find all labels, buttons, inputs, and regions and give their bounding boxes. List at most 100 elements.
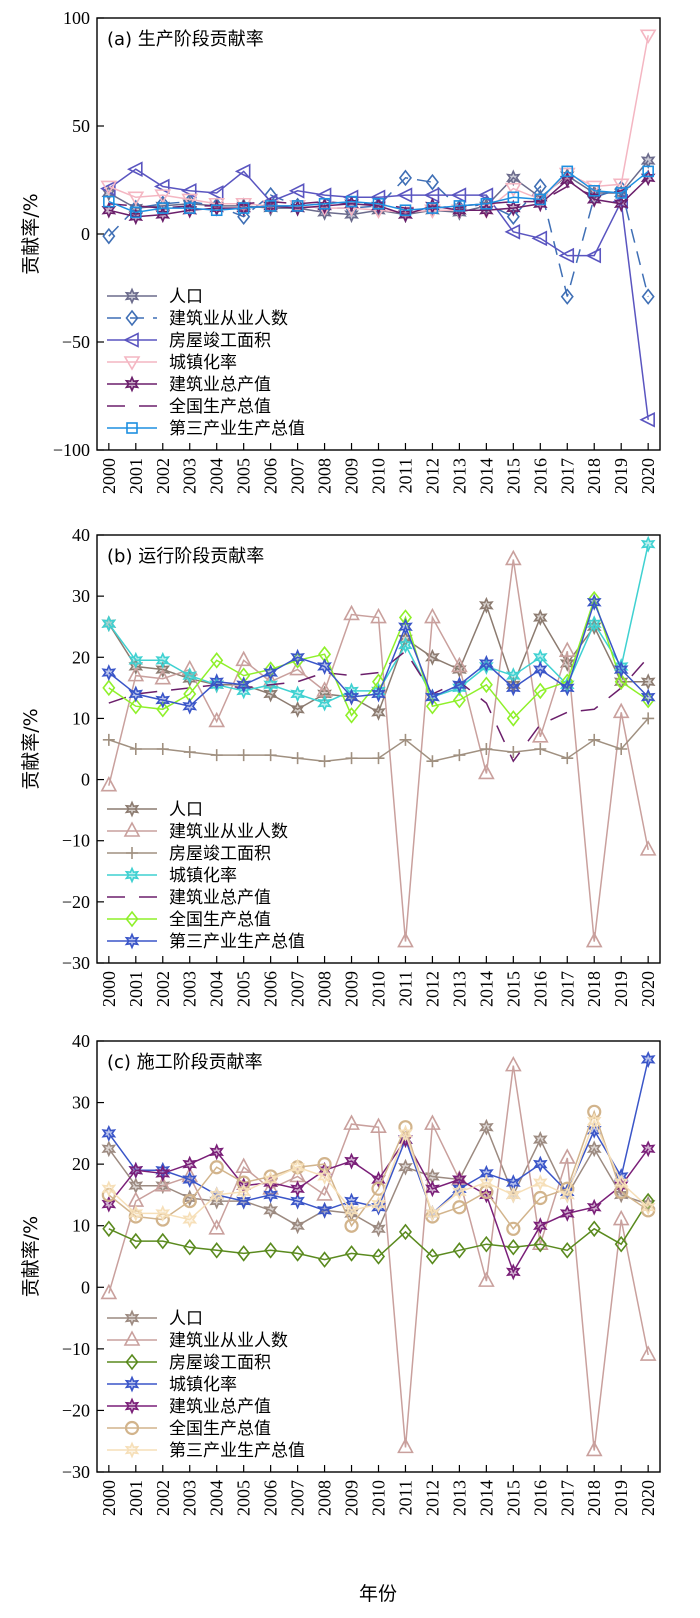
legend-marker bbox=[124, 1420, 140, 1436]
data-point bbox=[506, 1221, 521, 1236]
data-point bbox=[236, 676, 252, 694]
legend-label: 建筑业从业人数 bbox=[169, 1331, 288, 1351]
data-point bbox=[533, 1217, 548, 1235]
chart-panel-3: −30 −20 −10 0 10 20 30 40 2000 2001 2002 2003 2004 20… bbox=[20, 1031, 661, 1516]
data-point bbox=[156, 195, 170, 213]
data-point bbox=[559, 1186, 575, 1204]
data-point bbox=[451, 656, 468, 673]
data-point bbox=[533, 1155, 548, 1173]
data-point bbox=[478, 596, 494, 614]
legend-label: 第三产业生产总值 bbox=[169, 419, 305, 439]
data-point bbox=[453, 200, 466, 212]
x-tick-label: 2017 bbox=[557, 458, 577, 494]
data-point bbox=[560, 288, 574, 305]
x-tick-label: 2005 bbox=[234, 1480, 254, 1516]
legend-marker bbox=[124, 1441, 140, 1459]
data-point bbox=[559, 679, 575, 697]
x-tick-label: 2014 bbox=[476, 458, 496, 494]
data-point bbox=[372, 197, 385, 210]
data-point bbox=[181, 1166, 199, 1183]
legend-marker bbox=[124, 800, 140, 818]
y-axis-title: 贡献率/% bbox=[20, 193, 42, 274]
y-tick-label: −20 bbox=[62, 1400, 90, 1420]
legend-label: 城镇化率 bbox=[169, 1375, 237, 1395]
data-point bbox=[612, 178, 630, 193]
y-tick-label: −10 bbox=[62, 831, 90, 851]
series-line bbox=[108, 1200, 649, 1261]
legend-entry: 全国生产总值 bbox=[107, 910, 271, 930]
legend-label: 房屋竣工面积 bbox=[169, 331, 271, 351]
data-point bbox=[640, 535, 656, 553]
data-point bbox=[264, 1242, 278, 1259]
data-point bbox=[505, 1263, 521, 1281]
x-tick-label: 2000 bbox=[99, 1480, 119, 1516]
y-axis-title: 贡献率/% bbox=[20, 1216, 42, 1297]
x-tick-label: 2020 bbox=[638, 971, 658, 1007]
data-point bbox=[398, 1124, 413, 1142]
legend-entry: 人口 bbox=[107, 800, 203, 820]
legend-label: 房屋竣工面积 bbox=[169, 844, 271, 864]
data-point bbox=[505, 199, 521, 217]
data-point bbox=[478, 658, 494, 675]
data-point bbox=[399, 204, 412, 217]
data-point bbox=[343, 604, 360, 621]
x-tick-label: 2011 bbox=[395, 1480, 415, 1515]
data-point bbox=[615, 743, 628, 755]
data-point bbox=[560, 1242, 574, 1259]
data-point bbox=[586, 1112, 602, 1130]
x-tick-label: 2017 bbox=[557, 1480, 577, 1516]
legend-label: 人口 bbox=[169, 287, 203, 307]
data-point bbox=[397, 1437, 414, 1454]
data-point bbox=[424, 607, 441, 624]
data-point bbox=[235, 1157, 253, 1174]
data-point bbox=[264, 661, 278, 678]
series-line bbox=[108, 1118, 649, 1221]
legend-marker bbox=[126, 847, 138, 859]
data-point bbox=[398, 618, 413, 636]
data-point bbox=[424, 1114, 441, 1130]
y-tick-label: 0 bbox=[81, 224, 90, 244]
legend-entry: 建筑业总产值 bbox=[107, 1397, 271, 1417]
series-line bbox=[108, 1059, 649, 1215]
data-point bbox=[370, 607, 387, 624]
x-tick-label: 2007 bbox=[288, 458, 308, 494]
data-point bbox=[345, 195, 358, 208]
data-point bbox=[559, 654, 575, 672]
panel-title: (a) 生产阶段贡献率 bbox=[107, 29, 264, 50]
data-point bbox=[127, 191, 145, 206]
legend-entry: 全国生产总值 bbox=[107, 397, 271, 417]
x-tick-label: 2015 bbox=[503, 1480, 523, 1516]
data-point bbox=[534, 193, 547, 206]
data-point bbox=[640, 688, 656, 706]
data-point bbox=[101, 1180, 117, 1198]
data-point bbox=[156, 1232, 170, 1250]
data-point bbox=[237, 667, 251, 684]
x-tick-label: 2002 bbox=[153, 458, 173, 494]
data-point bbox=[452, 1183, 467, 1201]
x-tick-label: 2012 bbox=[422, 971, 442, 1007]
data-point bbox=[182, 1171, 198, 1188]
data-point bbox=[101, 1195, 117, 1213]
data-point bbox=[480, 743, 493, 755]
data-point bbox=[504, 549, 522, 566]
data-point bbox=[128, 1204, 144, 1222]
legend-label: 全国生产总值 bbox=[169, 910, 271, 930]
series-line bbox=[108, 1109, 649, 1231]
x-tick-label: 2018 bbox=[584, 1480, 604, 1516]
data-point bbox=[208, 1219, 226, 1235]
series-line bbox=[108, 35, 649, 214]
series-line bbox=[108, 650, 649, 763]
data-point bbox=[504, 224, 521, 240]
data-point bbox=[480, 197, 493, 210]
legend-entry: 全国生产总值 bbox=[107, 1419, 271, 1439]
data-point bbox=[182, 697, 198, 715]
data-point bbox=[505, 1186, 521, 1204]
data-point bbox=[585, 931, 603, 948]
data-point bbox=[101, 1124, 117, 1142]
legend-label: 城镇化率 bbox=[169, 866, 237, 886]
data-point bbox=[208, 711, 226, 728]
data-point bbox=[290, 1192, 305, 1210]
